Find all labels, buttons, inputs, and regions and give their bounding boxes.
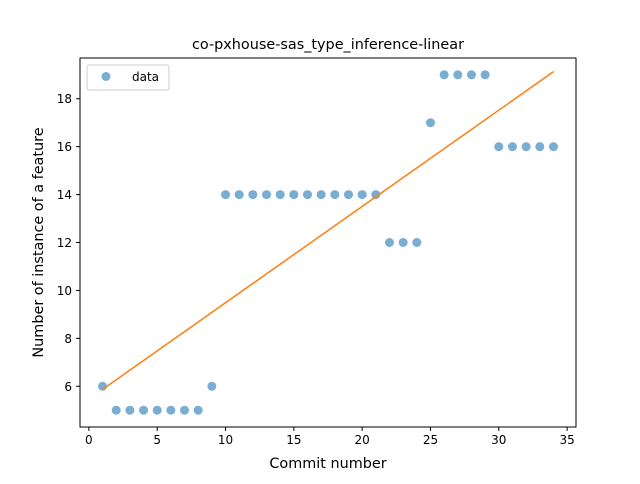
data-point <box>125 405 135 415</box>
y-tick-label: 10 <box>57 284 72 298</box>
data-point <box>262 190 272 200</box>
y-tick-label: 8 <box>64 332 72 346</box>
data-point <box>139 405 149 415</box>
data-point <box>275 190 285 200</box>
data-point <box>316 190 326 200</box>
x-tick-label: 0 <box>85 433 93 447</box>
data-point <box>384 238 394 247</box>
legend-box <box>86 64 170 91</box>
data-point <box>453 70 463 80</box>
data-point <box>111 405 121 415</box>
x-tick-label: 20 <box>355 433 370 447</box>
x-tick-label: 25 <box>423 433 438 447</box>
data-point <box>507 142 517 152</box>
legend-label: data <box>132 70 159 84</box>
x-tick-label: 15 <box>286 433 301 447</box>
data-point <box>412 238 422 247</box>
data-point <box>248 190 258 200</box>
data-point <box>425 118 435 128</box>
plot-area <box>98 70 558 415</box>
data-point <box>330 190 340 200</box>
data-point <box>289 190 299 200</box>
data-point <box>480 70 490 80</box>
data-point <box>535 142 545 152</box>
x-tick-label: 5 <box>153 433 161 447</box>
data-point <box>521 142 531 152</box>
legend: data <box>86 64 170 91</box>
data-point <box>371 190 381 200</box>
data-point <box>398 238 408 247</box>
y-tick-label: 6 <box>64 380 72 394</box>
data-point <box>439 70 449 80</box>
data-point <box>152 405 162 415</box>
y-tick-label: 12 <box>57 236 72 250</box>
data-point <box>303 190 312 200</box>
x-tick-label: 35 <box>559 433 574 447</box>
data-point <box>234 190 244 200</box>
x-tick-label: 10 <box>218 433 233 447</box>
data-point <box>548 142 558 152</box>
chart-title: co-pxhouse-sas_type_inference-linear <box>192 37 464 53</box>
x-tick-label: 30 <box>491 433 506 447</box>
data-point <box>180 405 190 415</box>
data-point <box>221 190 231 200</box>
y-tick-label: 14 <box>57 188 72 202</box>
data-point <box>357 190 367 200</box>
data-point <box>494 142 504 152</box>
y-tick-label: 16 <box>57 140 72 154</box>
legend-marker <box>101 72 111 81</box>
data-point <box>207 381 217 391</box>
data-point <box>466 70 476 80</box>
y-axis-label: Number of instance of a feature <box>31 127 47 357</box>
x-axis-ticks: 0 5 10 15 20 25 30 35 <box>85 427 575 447</box>
x-axis-label: Commit number <box>269 456 386 472</box>
data-point <box>193 405 203 415</box>
fit-line <box>102 71 554 390</box>
y-tick-label: 18 <box>57 92 72 106</box>
data-point <box>166 405 176 415</box>
data-point <box>344 190 353 200</box>
y-axis-ticks: 6 8 10 12 14 16 18 <box>57 92 80 394</box>
